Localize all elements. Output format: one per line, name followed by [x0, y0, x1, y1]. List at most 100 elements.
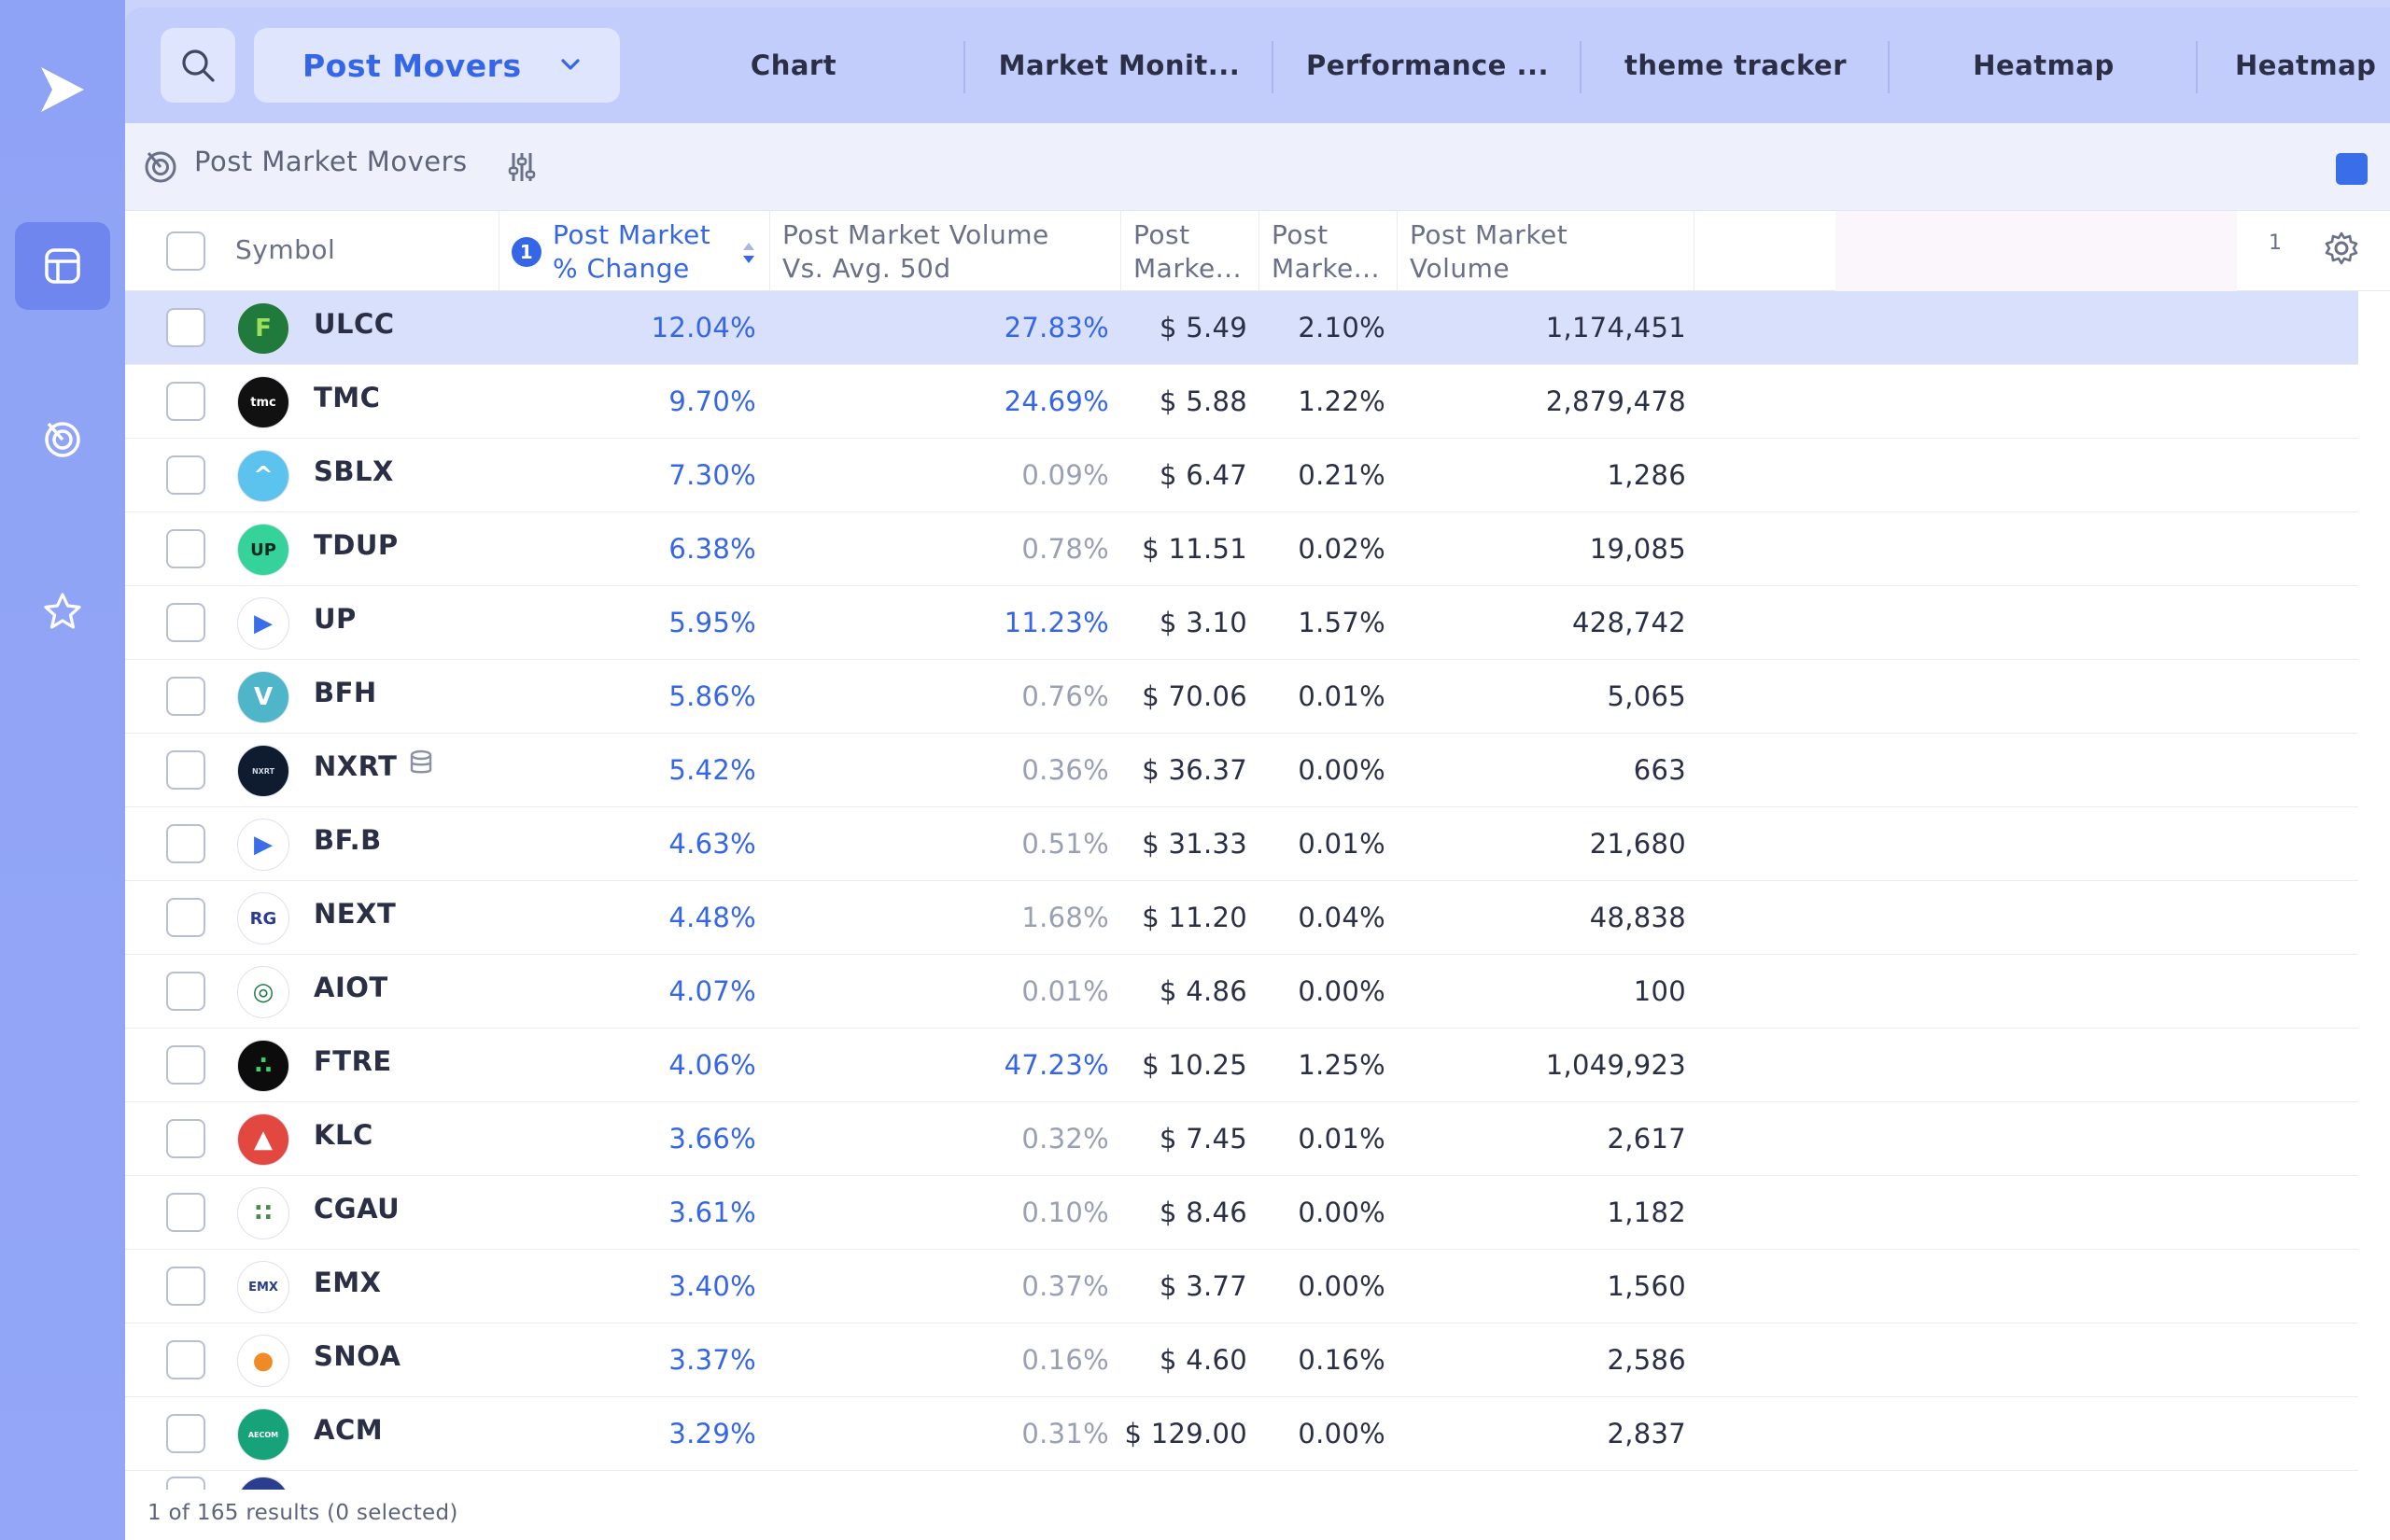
table-row[interactable]: ∴ FTRE 4.06% 47.23% $ 10.25 1.25% 1,049,923: [125, 1029, 2358, 1102]
column-change-label-2: % Change: [553, 253, 690, 284]
symbol-cell[interactable]: TMC: [314, 382, 381, 413]
symbol-cell[interactable]: TDUP: [314, 529, 399, 561]
table-row[interactable]: UP TDUP 6.38% 0.78% $ 11.51 0.02% 19,085: [125, 512, 2358, 586]
row-checkbox[interactable]: [166, 1477, 205, 1490]
table-row[interactable]: tmc TMC 9.70% 24.69% $ 5.88 1.22% 2,879,478: [125, 365, 2358, 439]
symbol-cell[interactable]: ACM: [314, 1414, 384, 1446]
post-market-volume-cell: 663: [1633, 754, 1686, 786]
row-checkbox[interactable]: [166, 898, 205, 937]
post-market-pct-cell: 0.00%: [1298, 1418, 1385, 1449]
table-row[interactable]: ∷ CGAU 3.61% 0.10% $ 8.46 0.00% 1,182: [125, 1176, 2358, 1250]
table-row[interactable]: V BFH 5.86% 0.76% $ 70.06 0.01% 5,065: [125, 660, 2358, 734]
row-checkbox[interactable]: [166, 455, 205, 495]
column-post-market-pct-label-2: Marke...: [1272, 253, 1380, 284]
column-separator[interactable]: [1120, 211, 1121, 291]
column-change[interactable]: 1 Post Market % Change: [499, 211, 769, 291]
page-number[interactable]: 1: [2269, 231, 2282, 255]
sidebar-item-radar[interactable]: [15, 394, 110, 482]
view-dropdown[interactable]: Post Movers: [254, 28, 620, 103]
volume-vs-avg-cell: 0.36%: [1021, 754, 1109, 786]
tab-heatmap-2[interactable]: Heatmap: [2235, 49, 2377, 81]
table-row[interactable]: EMX EMX 3.40% 0.37% $ 3.77 0.00% 1,560: [125, 1250, 2358, 1323]
symbol-cell[interactable]: AIOT: [314, 972, 388, 1003]
logo-icon[interactable]: [34, 62, 90, 118]
tab-market-monitor[interactable]: Market Monit...: [998, 49, 1241, 81]
row-checkbox[interactable]: [166, 603, 205, 642]
symbol-cell[interactable]: BF.B: [314, 824, 382, 856]
change-cell: 4.07%: [668, 975, 756, 1007]
row-checkbox[interactable]: [166, 1267, 205, 1306]
column-post-market-pct-label-1: Post: [1272, 219, 1329, 250]
chevron-down-icon: [561, 59, 580, 70]
tab-chart[interactable]: Chart: [750, 49, 837, 81]
column-price[interactable]: Post Marke...: [1120, 211, 1258, 291]
search-button[interactable]: [161, 28, 235, 103]
price-cell: $ 5.88: [1159, 385, 1247, 417]
tab-theme-tracker[interactable]: theme tracker: [1624, 49, 1848, 81]
sidebar-item-layout[interactable]: [15, 222, 110, 310]
post-market-pct-cell: 1.57%: [1298, 607, 1385, 638]
row-checkbox[interactable]: [166, 972, 205, 1011]
row-checkbox[interactable]: [166, 1340, 205, 1379]
column-post-market-volume[interactable]: Post Market Volume: [1397, 211, 1694, 291]
symbol-cell[interactable]: BFH: [314, 677, 377, 708]
company-logo-mark: ◎: [252, 978, 274, 1006]
row-checkbox[interactable]: [166, 1119, 205, 1158]
symbol-cell[interactable]: KLC: [314, 1119, 373, 1151]
table-row[interactable]: AECOM ACM 3.29% 0.31% $ 129.00 0.00% 2,837: [125, 1397, 2358, 1471]
row-checkbox[interactable]: [166, 1193, 205, 1232]
price-cell: $ 11.20: [1142, 902, 1247, 933]
post-market-volume-cell: 428,742: [1571, 607, 1686, 638]
company-logo: UP: [237, 524, 289, 576]
tab-performance[interactable]: Performance ...: [1305, 49, 1549, 81]
sidebar-item-favorites[interactable]: [15, 567, 110, 655]
partial-row: [125, 1473, 2358, 1490]
column-separator[interactable]: [769, 211, 770, 291]
table-row[interactable]: ◎ AIOT 4.07% 0.01% $ 4.86 0.00% 100: [125, 955, 2358, 1029]
symbol-cell[interactable]: CGAU: [314, 1193, 401, 1225]
column-post-market-pct[interactable]: Post Marke...: [1258, 211, 1397, 291]
company-logo: RG: [237, 892, 289, 945]
column-change-label-1: Post Market: [553, 219, 711, 250]
column-symbol[interactable]: Symbol: [235, 211, 428, 291]
column-separator[interactable]: [1397, 211, 1398, 291]
table-row[interactable]: ▶ BF.B 4.63% 0.51% $ 31.33 0.01% 21,680: [125, 807, 2358, 881]
post-market-volume-cell: 1,049,923: [1545, 1049, 1686, 1081]
row-checkbox[interactable]: [166, 1045, 205, 1085]
tab-heatmap[interactable]: Heatmap: [1973, 49, 2115, 81]
star-icon: [44, 593, 81, 629]
filter-sliders-icon[interactable]: [504, 149, 540, 185]
symbol-cell[interactable]: ULCC: [314, 308, 395, 340]
table-row[interactable]: ● SNOA 3.37% 0.16% $ 4.60 0.16% 2,586: [125, 1323, 2358, 1397]
row-checkbox[interactable]: [166, 529, 205, 568]
symbol-cell[interactable]: SBLX: [314, 455, 394, 487]
column-separator[interactable]: [1258, 211, 1259, 291]
panel-color-square[interactable]: [2336, 153, 2368, 185]
select-all-checkbox[interactable]: [166, 231, 205, 271]
row-checkbox[interactable]: [166, 677, 205, 716]
table-row[interactable]: ▶ UP 5.95% 11.23% $ 3.10 1.57% 428,742: [125, 586, 2358, 660]
company-logo-mark: EMX: [248, 1280, 278, 1295]
gear-icon[interactable]: [2323, 230, 2360, 267]
symbol-cell[interactable]: SNOA: [314, 1340, 401, 1372]
table-row[interactable]: RG NEXT 4.48% 1.68% $ 11.20 0.04% 48,838: [125, 881, 2358, 955]
change-cell: 12.04%: [651, 312, 756, 343]
table-row[interactable]: ▲ KLC 3.66% 0.32% $ 7.45 0.01% 2,617: [125, 1102, 2358, 1176]
symbol-cell[interactable]: EMX: [314, 1267, 382, 1298]
row-checkbox[interactable]: [166, 308, 205, 347]
table-row[interactable]: ^ SBLX 7.30% 0.09% $ 6.47 0.21% 1,286: [125, 439, 2358, 512]
row-checkbox[interactable]: [166, 1414, 205, 1453]
row-checkbox[interactable]: [166, 382, 205, 421]
symbol-cell[interactable]: NEXT: [314, 898, 397, 930]
symbol-cell[interactable]: FTRE: [314, 1045, 392, 1077]
volume-vs-avg-cell: 0.09%: [1021, 459, 1109, 491]
table-row[interactable]: NXRT NXRT 5.42% 0.36% $ 36.37 0.00% 663: [125, 734, 2358, 807]
column-volume-vs-avg[interactable]: Post Market Volume Vs. Avg. 50d: [769, 211, 1120, 291]
symbol-cell[interactable]: UP: [314, 603, 357, 635]
symbol-cell[interactable]: NXRT: [314, 750, 398, 782]
table-row[interactable]: F ULCC 12.04% 27.83% $ 5.49 2.10% 1,174,451: [125, 291, 2358, 365]
change-cell: 4.63%: [668, 828, 756, 860]
row-checkbox[interactable]: [166, 750, 205, 790]
row-checkbox[interactable]: [166, 824, 205, 863]
tab-separator: [1888, 41, 1890, 93]
